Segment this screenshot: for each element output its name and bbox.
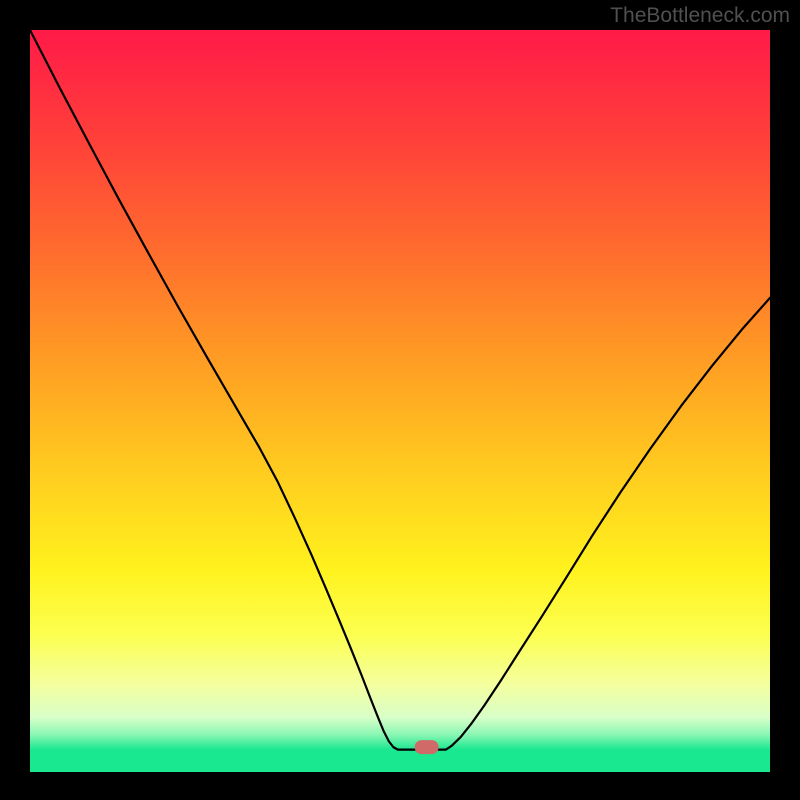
- plot-background: [30, 30, 770, 750]
- bottleneck-chart: [0, 0, 800, 800]
- bottom-strip: [30, 750, 770, 772]
- optimum-marker: [415, 740, 439, 754]
- watermark-text: TheBottleneck.com: [610, 4, 790, 28]
